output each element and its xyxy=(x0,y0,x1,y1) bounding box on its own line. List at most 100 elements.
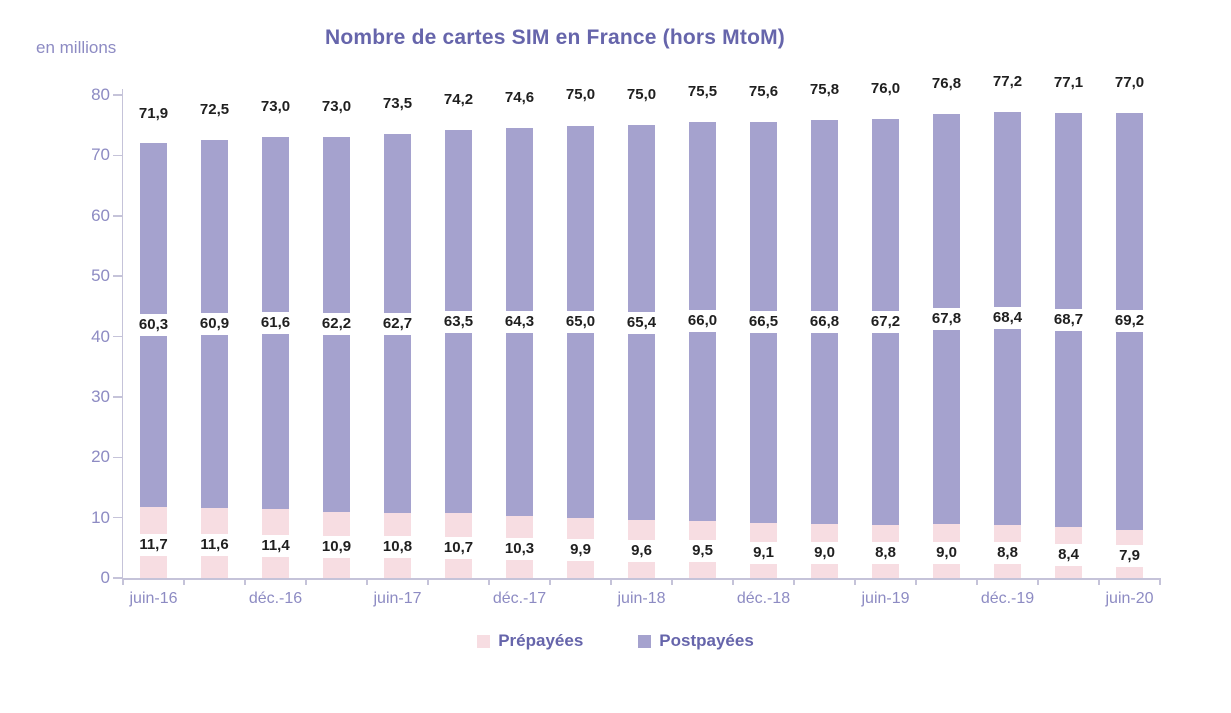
x-axis-tick xyxy=(244,578,246,585)
legend-swatch-icon xyxy=(638,634,652,648)
x-tick-label: déc.-17 xyxy=(492,590,547,607)
postpayees-label: 66,0 xyxy=(683,310,722,333)
total-label: 77,1 xyxy=(1053,73,1084,91)
prepayees-label: 10,8 xyxy=(378,536,417,559)
x-tick-label: juin-18 xyxy=(617,590,666,607)
postpayees-label: 69,2 xyxy=(1110,310,1149,333)
y-axis-tick xyxy=(113,456,122,458)
x-tick-label: déc.-18 xyxy=(736,590,791,607)
x-axis-tick xyxy=(976,578,978,585)
prepayees-label: 11,6 xyxy=(196,533,233,556)
total-label: 75,0 xyxy=(626,86,657,104)
postpayees-label: 68,4 xyxy=(988,307,1027,330)
x-tick-label: juin-20 xyxy=(1105,590,1154,607)
prepayees-label: 7,9 xyxy=(1115,545,1144,568)
postpayees-label: 61,6 xyxy=(256,312,295,335)
y-tick-label: 10 xyxy=(91,507,110,527)
y-axis-tick xyxy=(113,94,122,96)
y-tick-label: 80 xyxy=(91,85,110,104)
x-axis-tick xyxy=(1159,578,1161,585)
postpayees-label: 66,5 xyxy=(744,311,783,334)
postpayees-label: 65,0 xyxy=(561,311,600,333)
y-tick-label: 30 xyxy=(91,386,110,406)
prepayees-label: 11,4 xyxy=(257,534,294,557)
x-tick-label: juin-17 xyxy=(373,590,422,607)
x-axis-tick xyxy=(854,578,856,585)
postpayees-label: 67,2 xyxy=(866,311,905,333)
y-axis-tick xyxy=(113,215,122,217)
total-label: 76,0 xyxy=(870,80,901,98)
x-axis-tick xyxy=(427,578,429,585)
prepayees-label: 11,7 xyxy=(135,533,172,556)
postpayees-label: 67,8 xyxy=(927,307,966,330)
prepayees-label: 10,9 xyxy=(317,536,356,559)
legend-label: Prépayées xyxy=(498,631,584,650)
postpayees-label: 65,4 xyxy=(622,311,661,334)
prepayees-label: 9,5 xyxy=(688,540,717,563)
prepayees-label: 9,1 xyxy=(749,541,778,564)
y-axis-tick xyxy=(113,335,122,338)
postpayees-label: 62,7 xyxy=(378,312,417,335)
x-axis-tick xyxy=(671,578,673,585)
chart-title: Nombre de cartes SIM en France (hors Mto… xyxy=(325,26,785,49)
y-axis-tick xyxy=(113,154,122,157)
prepayees-label: 9,9 xyxy=(566,539,595,562)
legend-item-postpayees: Postpayées xyxy=(638,631,754,651)
x-tick-label: déc.-16 xyxy=(248,590,303,607)
total-label: 73,5 xyxy=(382,95,413,113)
prepayees-label: 10,7 xyxy=(439,536,478,559)
total-label: 75,5 xyxy=(687,83,718,101)
total-label: 71,9 xyxy=(138,104,169,122)
y-tick-label: 20 xyxy=(91,447,110,467)
prepayees-label: 10,3 xyxy=(500,537,539,560)
x-axis-tick xyxy=(610,578,612,585)
total-label: 75,0 xyxy=(565,86,596,104)
y-axis-tick xyxy=(113,275,122,277)
y-tick-label: 60 xyxy=(91,205,110,225)
total-label: 73,0 xyxy=(260,98,291,116)
y-axis-tick xyxy=(113,577,122,579)
x-tick-label: juin-16 xyxy=(129,590,178,607)
total-label: 74,2 xyxy=(443,91,474,109)
total-label: 77,2 xyxy=(992,72,1023,90)
postpayees-label: 64,3 xyxy=(500,310,539,333)
x-axis-tick xyxy=(122,578,124,585)
postpayees-label: 63,5 xyxy=(439,310,478,333)
y-axis-tick xyxy=(113,516,122,519)
postpayees-label: 62,2 xyxy=(317,313,356,336)
total-label: 74,6 xyxy=(504,88,535,106)
total-label: 75,8 xyxy=(809,81,840,99)
total-label: 77,0 xyxy=(1114,74,1145,92)
x-axis-tick xyxy=(366,578,368,585)
y-tick-label: 50 xyxy=(91,266,110,286)
legend-swatch-icon xyxy=(477,634,491,648)
total-label: 72,5 xyxy=(199,101,230,119)
x-axis-tick xyxy=(1037,578,1039,585)
y-tick-label: 70 xyxy=(91,145,110,165)
legend-label: Postpayées xyxy=(659,631,754,650)
postpayees-label: 60,9 xyxy=(195,313,234,336)
x-tick-label: juin-19 xyxy=(861,590,910,607)
chart-legend: Prépayées Postpayées xyxy=(0,631,1231,651)
total-label: 73,0 xyxy=(321,98,352,116)
y-axis-unit-label: en millions xyxy=(36,38,117,57)
x-axis-tick xyxy=(1098,578,1100,585)
x-axis-tick xyxy=(549,578,551,585)
prepayees-label: 8,4 xyxy=(1054,543,1083,566)
x-axis-tick xyxy=(732,578,734,585)
x-axis-tick xyxy=(915,578,917,585)
y-tick-label: 0 xyxy=(100,568,110,587)
y-tick-label: 40 xyxy=(91,326,110,346)
x-tick-label: déc.-19 xyxy=(980,590,1035,607)
x-axis-tick xyxy=(488,578,490,585)
x-axis-line xyxy=(123,578,1160,580)
x-axis-tick xyxy=(793,578,795,585)
prepayees-label: 9,0 xyxy=(810,541,839,564)
y-axis-tick xyxy=(113,396,122,398)
prepayees-label: 8,8 xyxy=(993,542,1022,565)
prepayees-label: 8,8 xyxy=(871,542,900,565)
prepayees-label: 9,0 xyxy=(932,541,961,564)
legend-item-prepayees: Prépayées xyxy=(477,631,583,651)
prepayees-label: 9,6 xyxy=(627,540,656,563)
